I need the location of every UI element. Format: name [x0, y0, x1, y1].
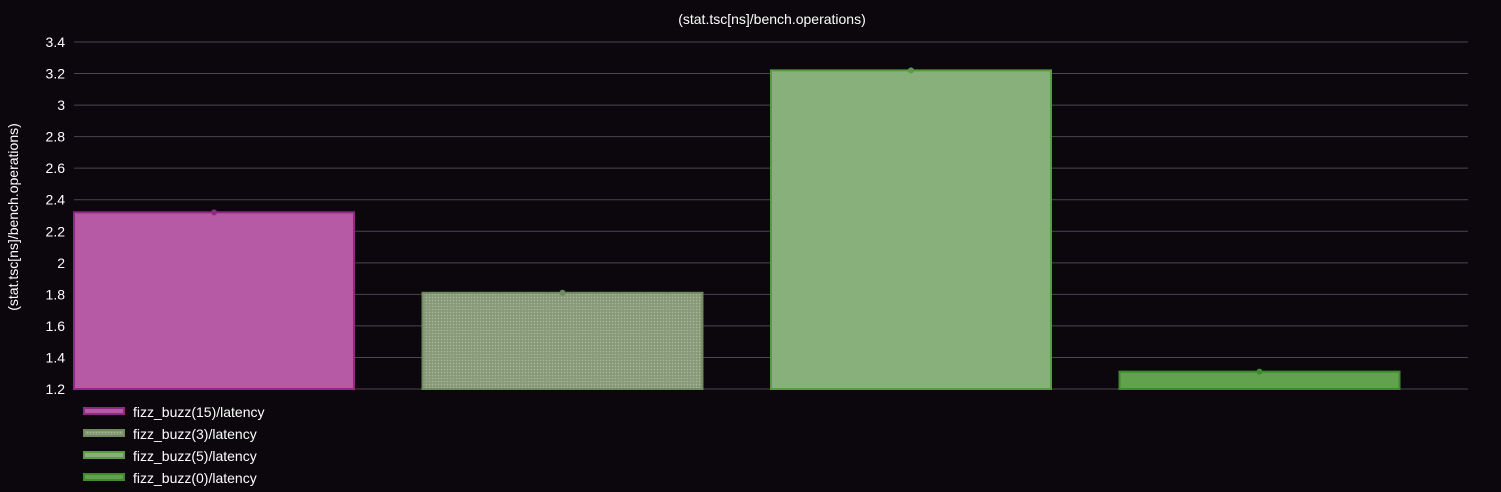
bar	[73, 211, 355, 390]
y-tick-label: 2	[57, 255, 65, 271]
y-tick-labels: 1.2 1.4 1.6 1.8 2 2.2 2.4 2.6 2.8 3 3.2 3.4	[46, 34, 66, 397]
y-tick-label: 3.2	[46, 66, 66, 82]
legend-swatch	[83, 429, 125, 437]
legend-label: fizz_buzz(5)/latency	[133, 448, 257, 464]
bar	[421, 291, 704, 391]
y-tick-label: 1.6	[46, 318, 66, 334]
legend-swatch	[83, 407, 125, 415]
y-tick-label: 1.2	[46, 381, 66, 397]
y-tick-label: 2.8	[46, 129, 66, 145]
legend: fizz_buzz(15)/latency fizz_buzz(3)/latenc…	[83, 404, 265, 486]
legend-label: fizz_buzz(3)/latency	[133, 426, 257, 442]
bar-value-marker	[908, 67, 914, 74]
legend-swatch	[83, 451, 125, 459]
bar-value-marker	[1256, 368, 1263, 375]
y-axis-label: (stat.tsc[ns]/bench.operations)	[5, 123, 21, 311]
chart-title: (stat.tsc[ns]/bench.operations)	[678, 11, 866, 27]
y-tick-label: 3	[57, 97, 65, 113]
y-tick-label: 2.6	[46, 160, 66, 176]
legend-label: fizz_buzz(15)/latency	[133, 404, 265, 420]
bar-value-marker	[211, 209, 217, 216]
bar-value-marker	[559, 289, 566, 296]
y-tick-label: 2.2	[46, 223, 66, 239]
bar	[770, 69, 1052, 391]
bars	[73, 67, 1401, 391]
y-tick-label: 3.4	[46, 34, 66, 50]
legend-label: fizz_buzz(0)/latency	[133, 470, 257, 486]
y-tick-label: 1.8	[46, 286, 66, 302]
y-tick-label: 1.4	[46, 349, 66, 365]
y-tick-label: 2.4	[46, 192, 66, 208]
legend-swatch	[83, 473, 125, 481]
